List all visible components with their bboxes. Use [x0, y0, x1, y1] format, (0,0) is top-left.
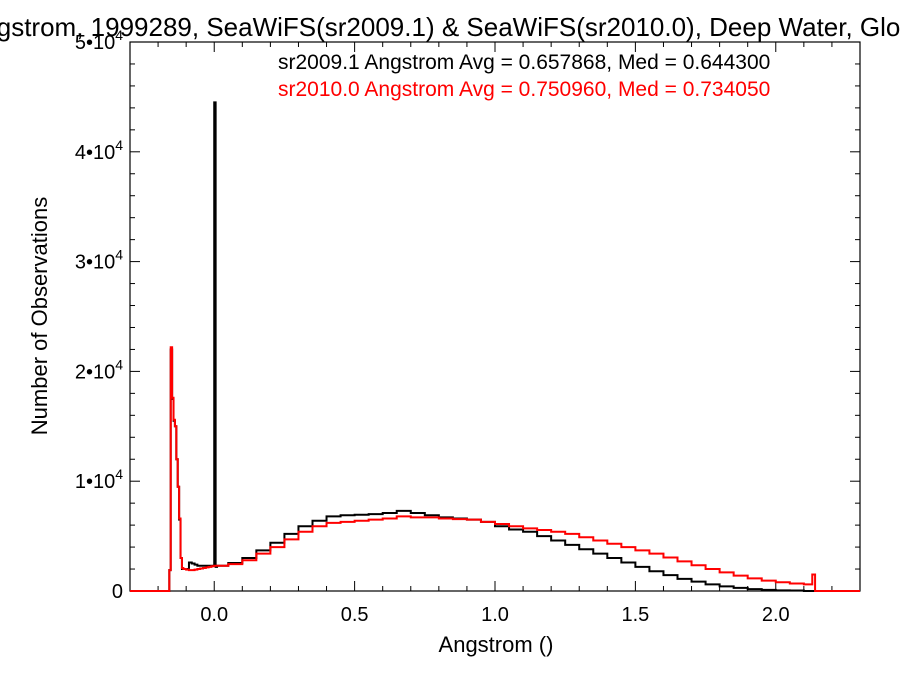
series-layer: [130, 101, 860, 592]
x-tick-label: 0.0: [200, 604, 228, 626]
y-tick-label: 5•104: [75, 27, 123, 54]
legend-entry-sr2010: sr2010.0 Angstrom Avg = 0.750960, Med = …: [278, 78, 770, 101]
plot-area: [129, 41, 861, 592]
x-axis-ticks: 0.0 0.5 1.0 1.5 2.0: [129, 42, 861, 626]
x-tick-label: 0.5: [341, 604, 369, 626]
x-tick-label: 1.0: [481, 604, 509, 626]
y-axis-ticks: 0 1•104 2•104 3•104 4•104 5•104: [75, 27, 860, 603]
y-tick-label: 3•104: [75, 247, 123, 274]
plot-frame: [129, 41, 861, 592]
y-tick-label: 1•104: [75, 466, 123, 493]
y-tick-label: 4•104: [75, 137, 123, 164]
series-line-sr2009.1: [130, 101, 860, 592]
x-axis-label: Angstrom (): [439, 632, 554, 657]
x-tick-label: 1.5: [621, 604, 649, 626]
y-axis-label: Number of Observations: [27, 197, 52, 435]
chart-title: Angstrom, 1999289, SeaWiFS(sr2009.1) & S…: [0, 12, 900, 42]
series-line-sr2010.0: [130, 346, 860, 592]
y-tick-label: 0: [112, 581, 123, 603]
y-tick-label: 2•104: [75, 356, 123, 383]
legend-entry-sr2009: sr2009.1 Angstrom Avg = 0.657868, Med = …: [278, 51, 770, 74]
x-tick-label: 2.0: [762, 604, 790, 626]
